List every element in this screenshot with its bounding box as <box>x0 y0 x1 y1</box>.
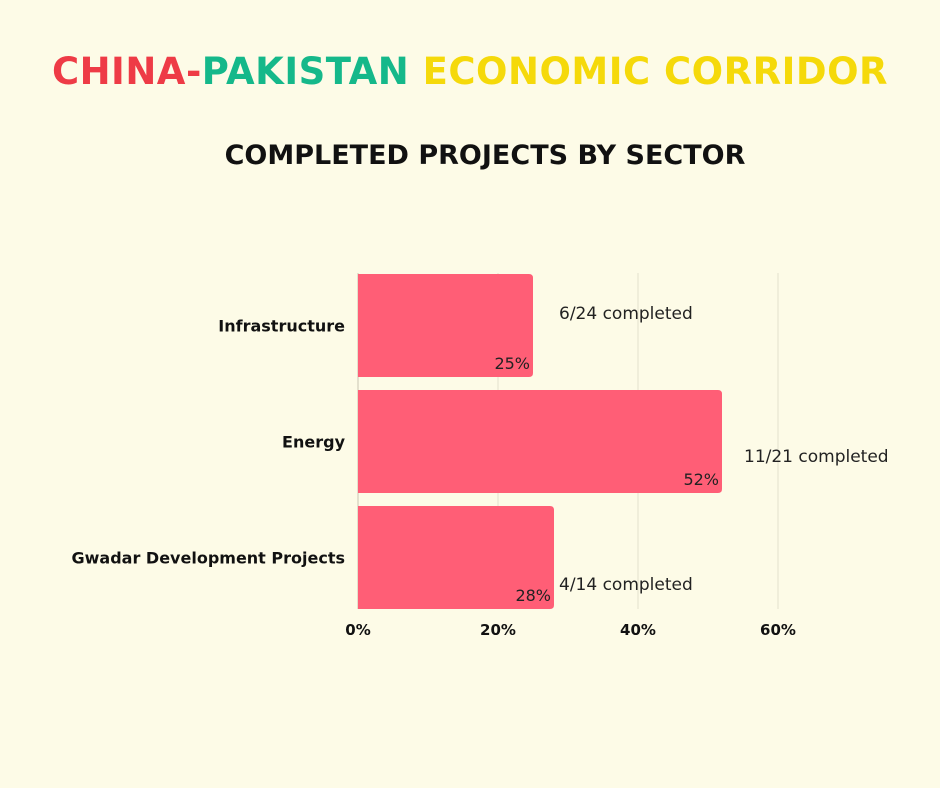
value-label: 25% <box>494 354 530 373</box>
title-economic-corridor: ECONOMIC CORRIDOR <box>409 50 889 93</box>
completion-annotation: 6/24 completed <box>559 304 693 324</box>
category-label: Gwadar Development Projects <box>72 549 346 568</box>
category-label: Energy <box>282 433 346 452</box>
x-tick-label: 60% <box>760 621 796 639</box>
value-label: 28% <box>515 586 551 605</box>
category-label: Infrastructure <box>218 317 345 336</box>
title-pakistan: PAKISTAN <box>201 50 410 93</box>
x-tick-label: 40% <box>620 621 656 639</box>
x-tick-label: 20% <box>480 621 516 639</box>
completion-annotation: 4/14 completed <box>559 575 693 595</box>
chart-title: CHINA-PAKISTAN ECONOMIC CORRIDOR <box>0 50 940 93</box>
x-tick-label: 0% <box>345 621 370 639</box>
title-china: CHINA <box>51 50 186 93</box>
bar-gwadar-development-projects <box>358 506 554 609</box>
completion-annotation: 11/21 completed <box>744 447 889 467</box>
value-label: 52% <box>683 470 719 489</box>
bar-infrastructure <box>358 274 533 377</box>
labels: 0% 20% 40% 60% Infrastructure 25% 6/24 complet… <box>72 304 889 639</box>
chart-subtitle: COMPLETED PROJECTS BY SECTOR <box>224 140 746 171</box>
title-dash: - <box>185 50 202 93</box>
bar-energy <box>358 390 722 493</box>
bars <box>358 274 722 609</box>
